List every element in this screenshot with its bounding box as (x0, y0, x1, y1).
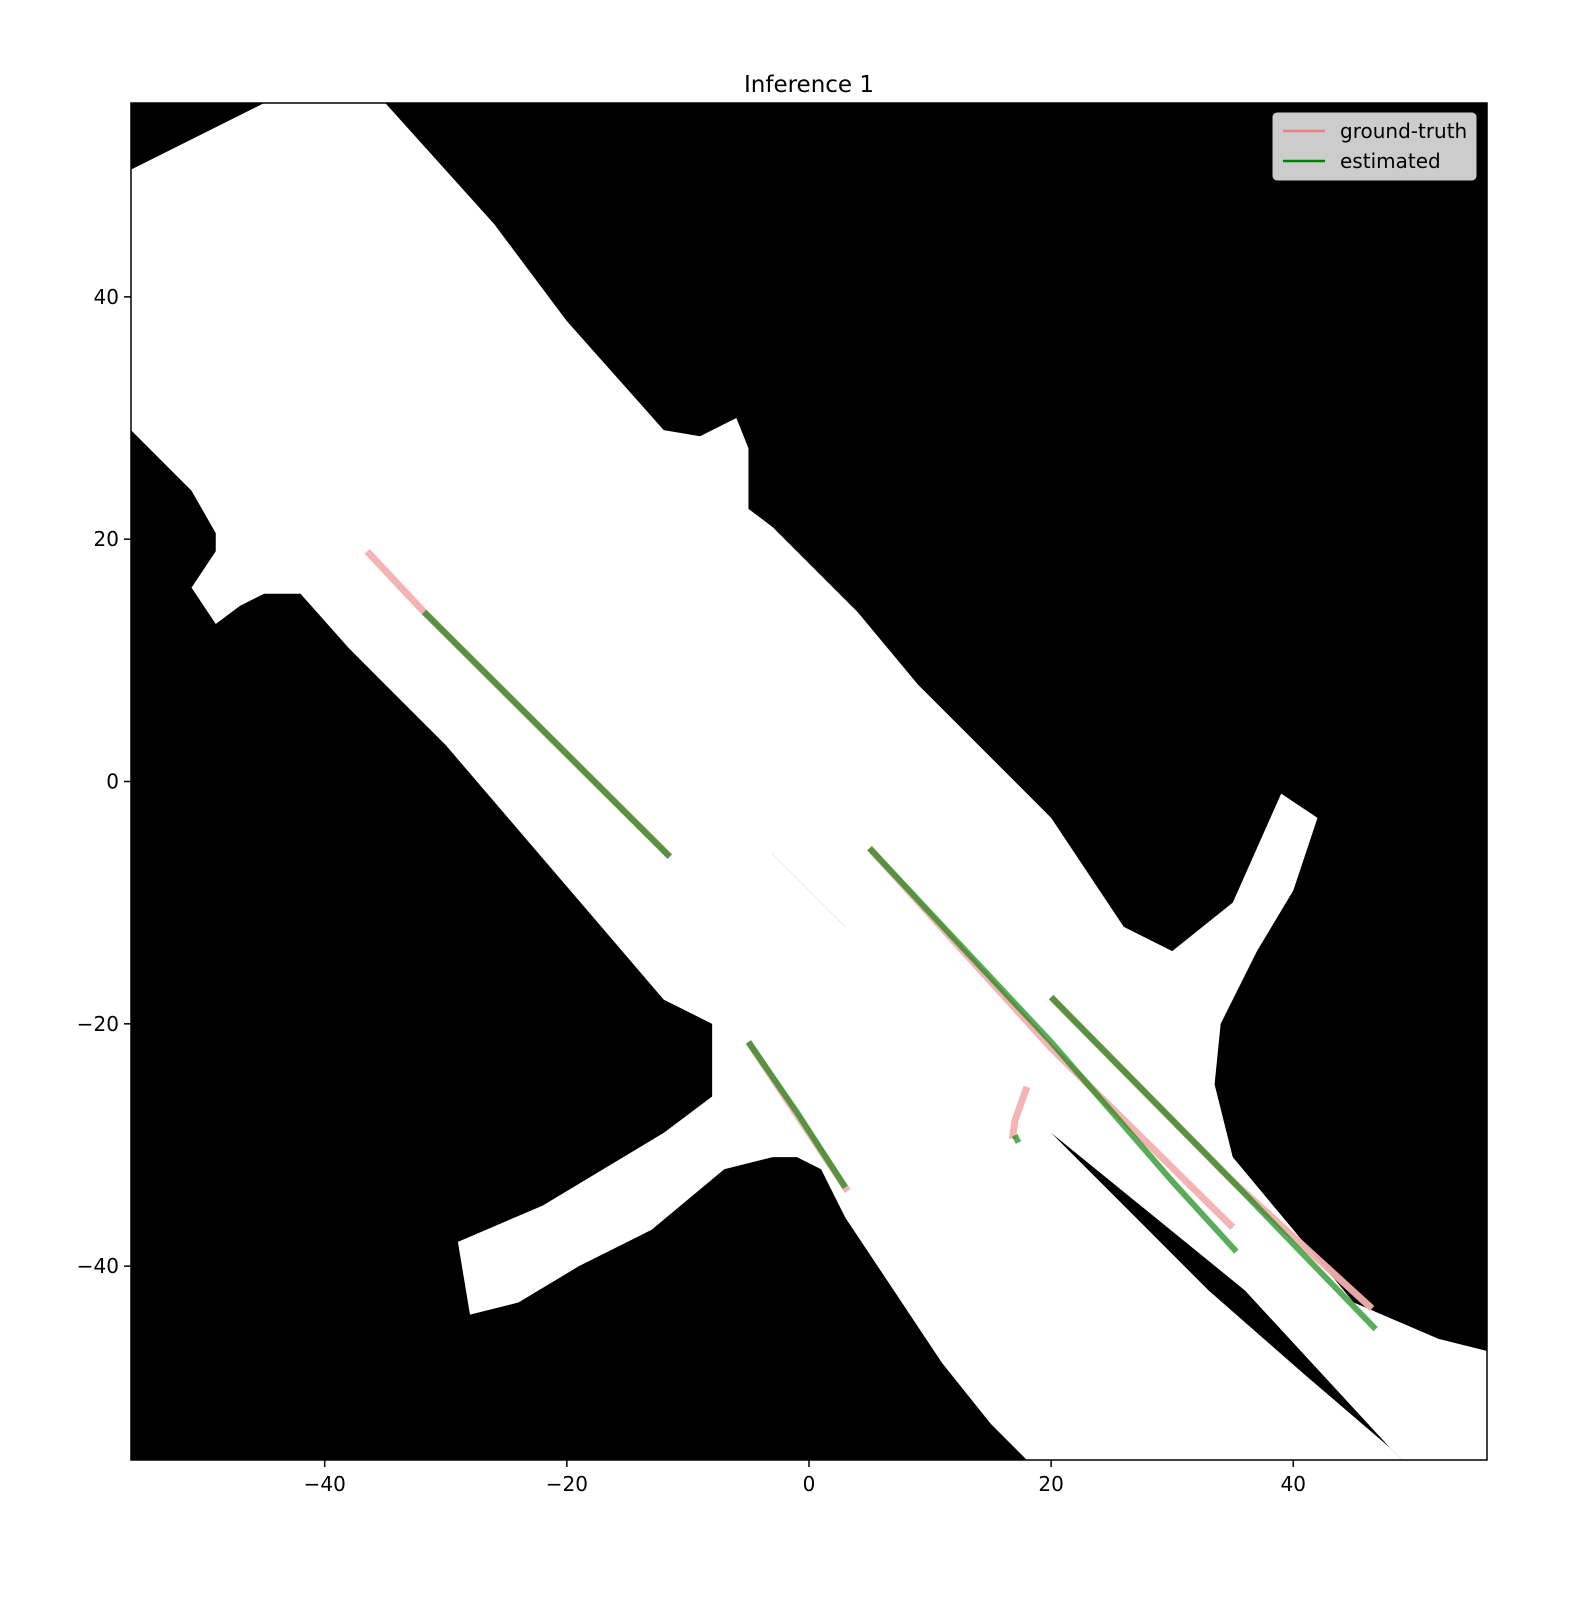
x-axis: −40 −20 0 20 40 (304, 1460, 1306, 1496)
series-estimated-line-1 (867, 846, 1239, 1254)
series-estimated-line-2 (1049, 995, 1378, 1332)
series-ground-truth-line-0 (364, 548, 427, 615)
drivable-region-0 (131, 103, 1487, 1460)
y-tick-label: −40 (77, 1254, 119, 1278)
y-tick-label: −20 (77, 1012, 119, 1036)
chart-title: Inference 1 (744, 72, 874, 98)
legend-label-estimated: estimated (1340, 149, 1441, 173)
series-layer (364, 548, 1378, 1332)
y-tick-label: 0 (106, 770, 119, 794)
series-estimated-line-3 (745, 1040, 848, 1190)
drivable-region-1 (131, 205, 1403, 1461)
series-ground-truth-line-5 (1008, 1085, 1031, 1140)
y-tick-label: 40 (94, 285, 119, 309)
x-tick-label: −40 (304, 1472, 346, 1496)
plot-area (130, 102, 1488, 1461)
x-tick-label: 20 (1038, 1472, 1063, 1496)
y-axis: 40 20 0 −20 −40 (77, 285, 131, 1278)
legend: ground-truth estimated (1272, 112, 1477, 181)
x-tick-label: 0 (803, 1472, 816, 1496)
legend-label-ground-truth: ground-truth (1340, 119, 1467, 143)
drivable-map (131, 103, 1487, 1461)
x-tick-label: −20 (546, 1472, 588, 1496)
y-tick-label: 20 (94, 527, 119, 551)
series-estimated-line-0 (421, 609, 672, 859)
x-tick-label: 40 (1281, 1472, 1306, 1496)
series-estimated-line-4 (1012, 1133, 1022, 1144)
